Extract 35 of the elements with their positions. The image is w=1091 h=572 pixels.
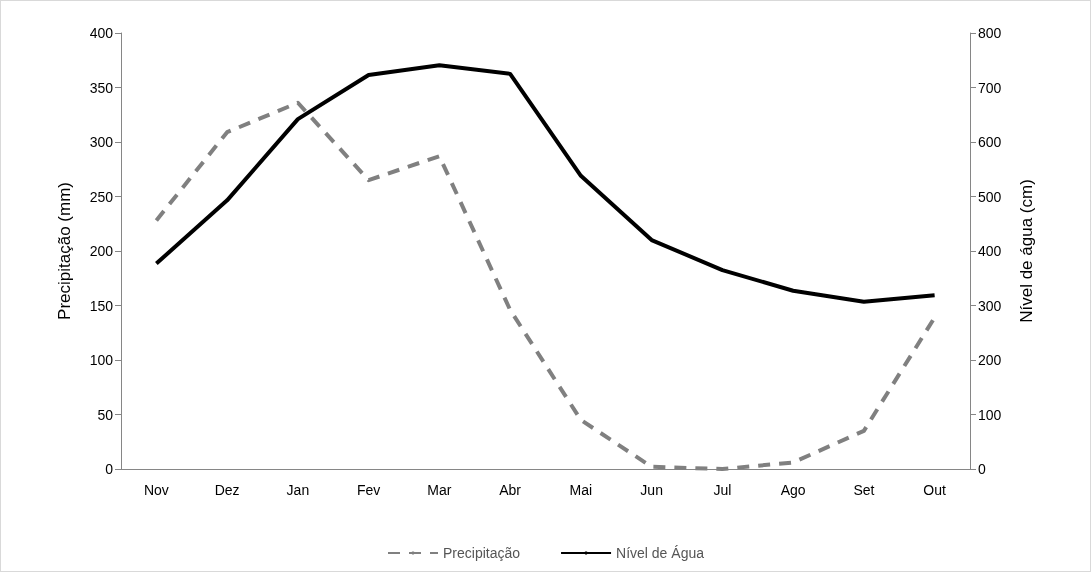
y2-tick-label: 800 [978,25,1002,41]
y-tick-label: 250 [89,188,114,205]
y-tick-label: 350 [89,79,114,96]
y-tick-label: 150 [89,297,114,314]
y2-tick-label: 0 [978,461,986,477]
x-tick-label: Abr [499,482,522,498]
x-tick-label: Jan [286,482,310,498]
x-tick-label: Set [853,482,875,498]
x-tick-label: Mai [569,482,593,498]
y2-tick-label: 100 [978,406,1002,423]
y-tick-label: 50 [97,406,114,423]
y2-tick-label: 500 [978,188,1002,205]
x-tick-label: Nov [143,482,169,498]
x-tick-label: Ago [780,482,806,498]
y-axis-title: Precipitação (mm) [55,182,74,320]
y2-tick-label: 700 [978,79,1002,96]
y2-tick-label: 600 [978,134,1002,150]
y2-axis-title: Nível de água (cm) [1017,179,1036,323]
y-tick-label: 300 [89,134,114,150]
x-tick-label: Fev [356,482,381,498]
line-series [154,63,937,304]
y-tick-label: 200 [89,243,114,259]
legend-label: Precipitação [443,545,521,561]
x-tick-label: Out [923,482,947,498]
y-tick-label: 0 [105,461,114,477]
y2-tick-label: 300 [978,297,1002,314]
x-tick-label: Dez [214,482,240,498]
y2-tick-label: 200 [978,352,1002,368]
x-tick-label: Mar [427,482,452,498]
y-tick-label: 100 [89,352,114,368]
x-tick-label: Jun [640,482,663,498]
x-tick-label: Jul [713,482,732,498]
y-tick-label: 400 [89,25,114,41]
y2-tick-label: 400 [978,243,1002,259]
legend-label: Nível de Água [616,545,705,561]
